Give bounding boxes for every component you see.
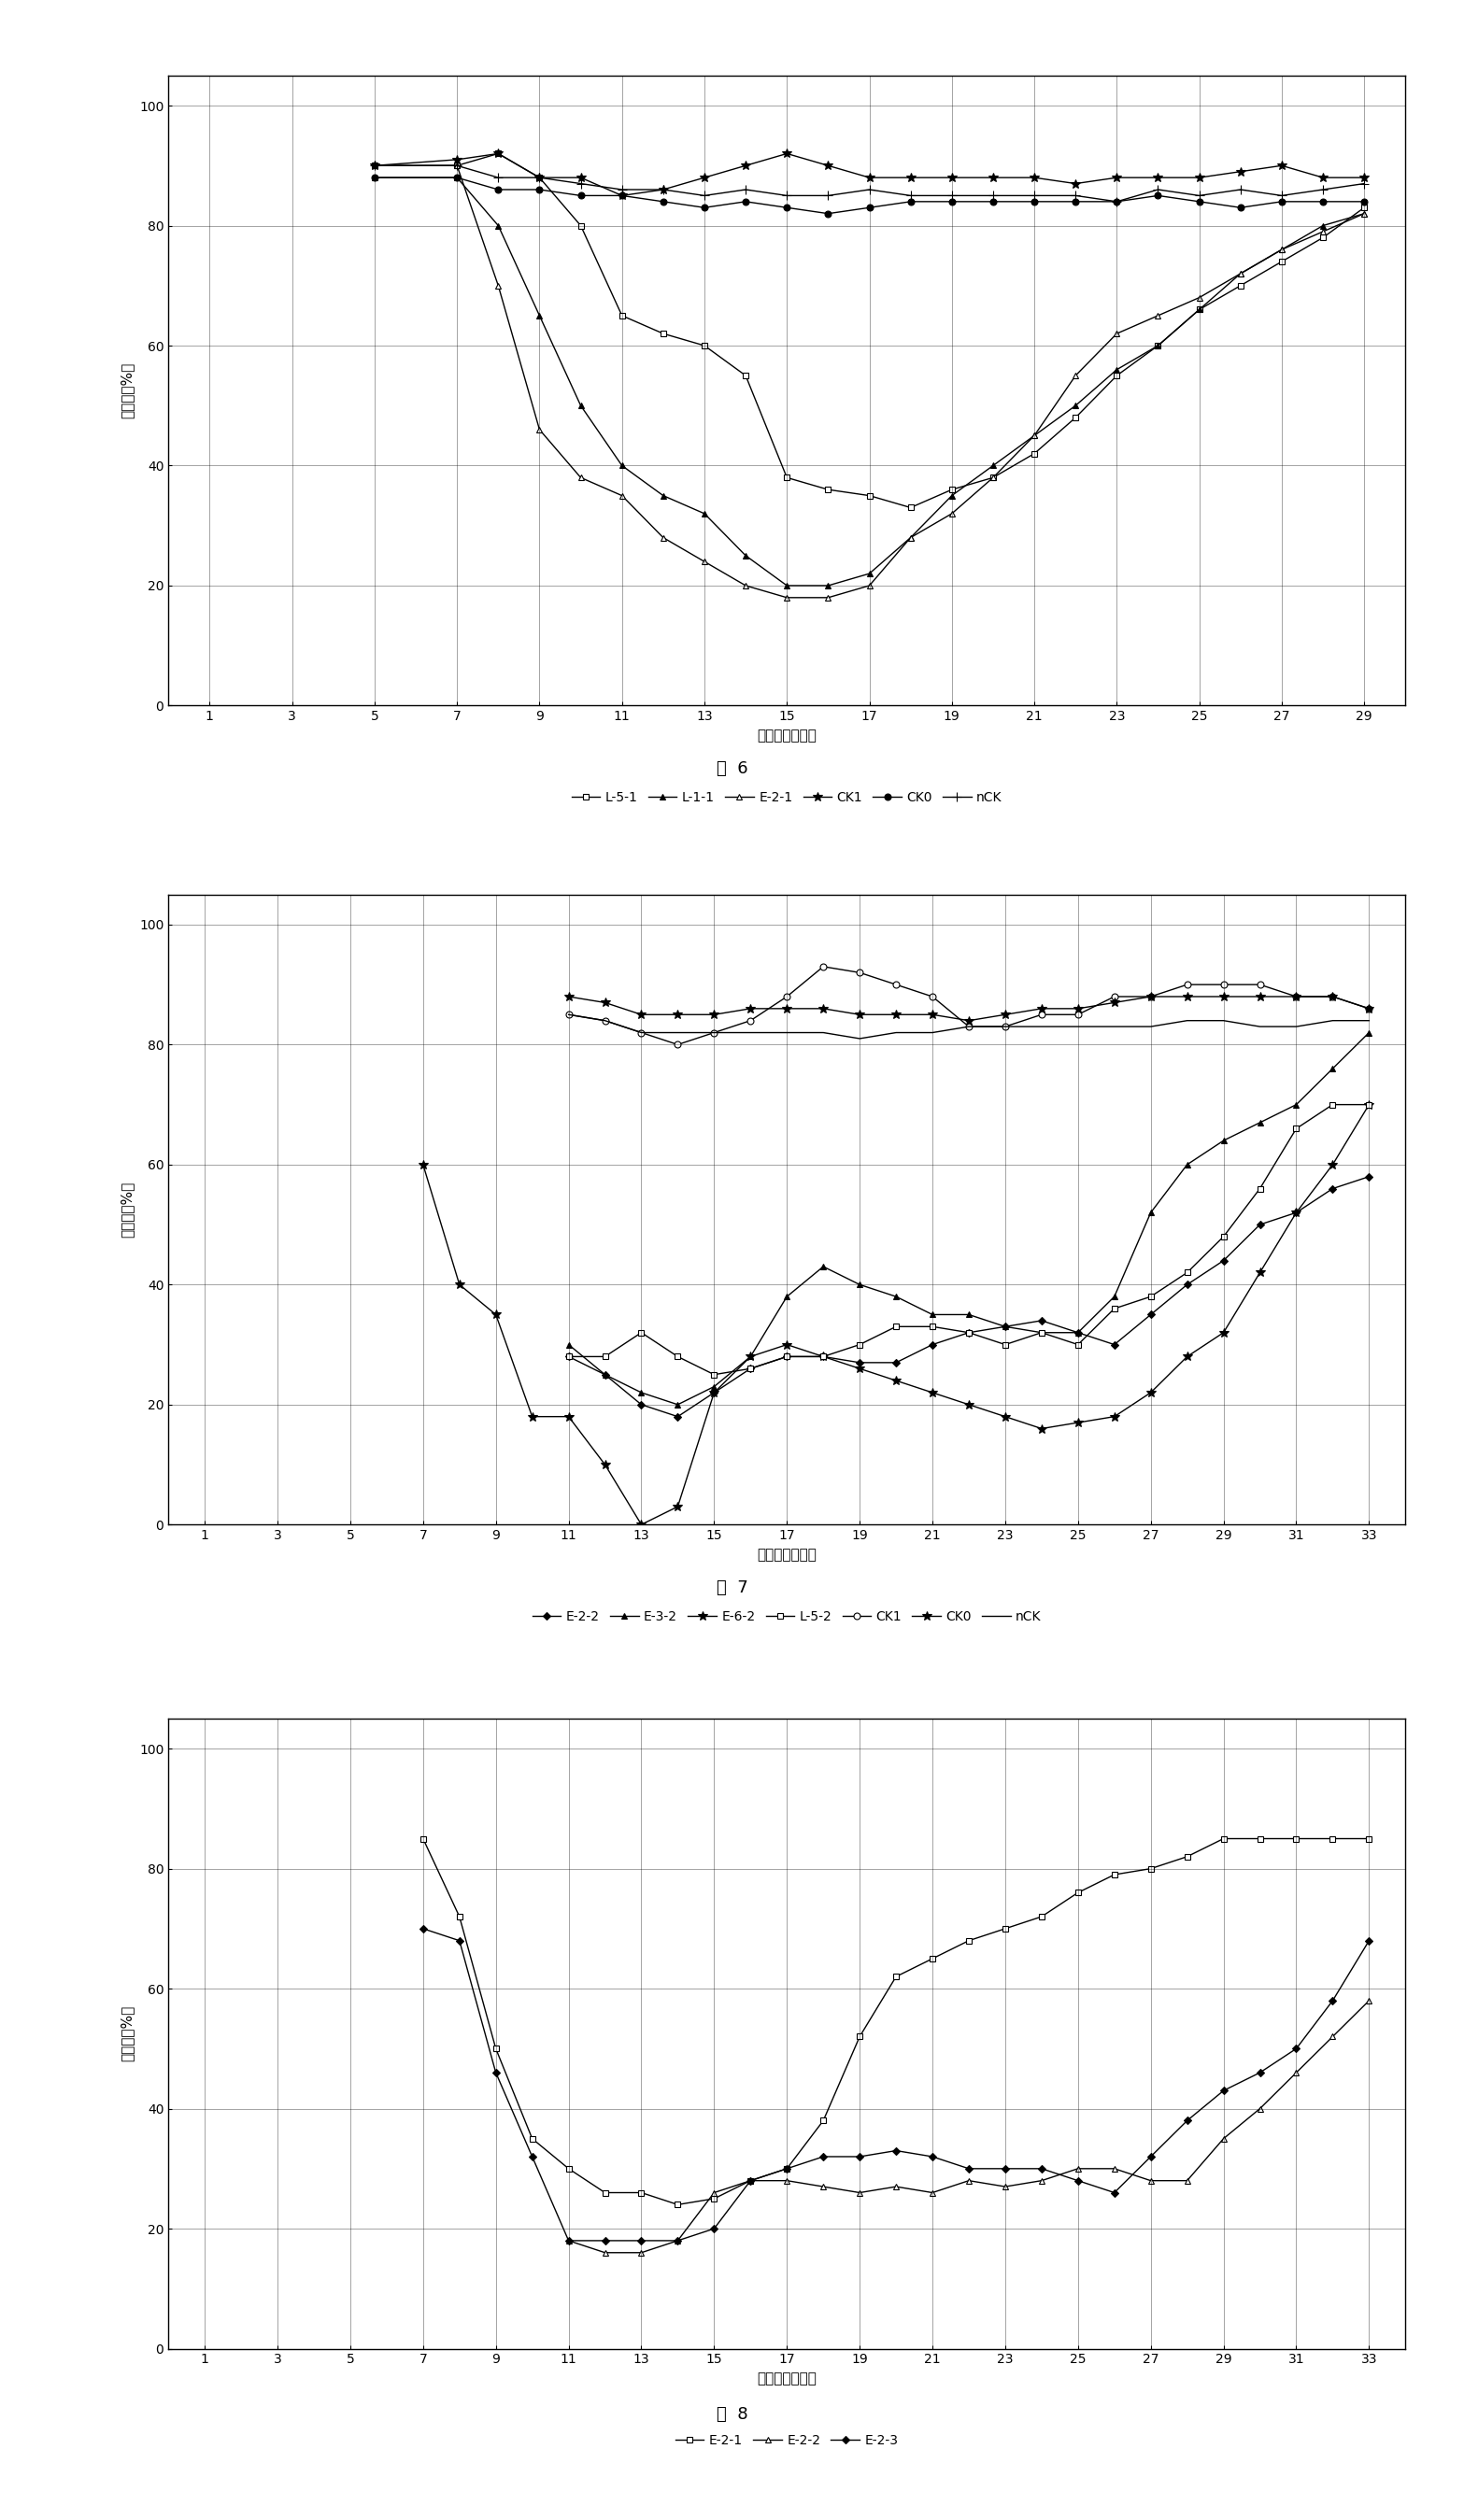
Y-axis label: 萌发率（%）: 萌发率（%） — [120, 363, 135, 418]
Y-axis label: 萌发率（%）: 萌发率（%） — [120, 1182, 135, 1237]
Text: 图  7: 图 7 — [716, 1580, 748, 1595]
Text: 图  8: 图 8 — [716, 2407, 748, 2422]
Legend: E-2-2, E-3-2, E-6-2, L-5-2, CK1, CK0, nCK: E-2-2, E-3-2, E-6-2, L-5-2, CK1, CK0, nC… — [527, 1605, 1047, 1628]
X-axis label: 检测时间（天）: 检测时间（天） — [757, 2371, 817, 2386]
X-axis label: 检测时间（天）: 检测时间（天） — [757, 728, 817, 743]
X-axis label: 检测时间（天）: 检测时间（天） — [757, 1547, 817, 1562]
Legend: E-2-1, E-2-2, E-2-3: E-2-1, E-2-2, E-2-3 — [671, 2429, 903, 2452]
Y-axis label: 萌发率（%）: 萌发率（%） — [120, 2006, 135, 2061]
Legend: L-5-1, L-1-1, E-2-1, CK1, CK0, nCK: L-5-1, L-1-1, E-2-1, CK1, CK0, nCK — [567, 786, 1007, 809]
Text: 图  6: 图 6 — [716, 761, 748, 776]
